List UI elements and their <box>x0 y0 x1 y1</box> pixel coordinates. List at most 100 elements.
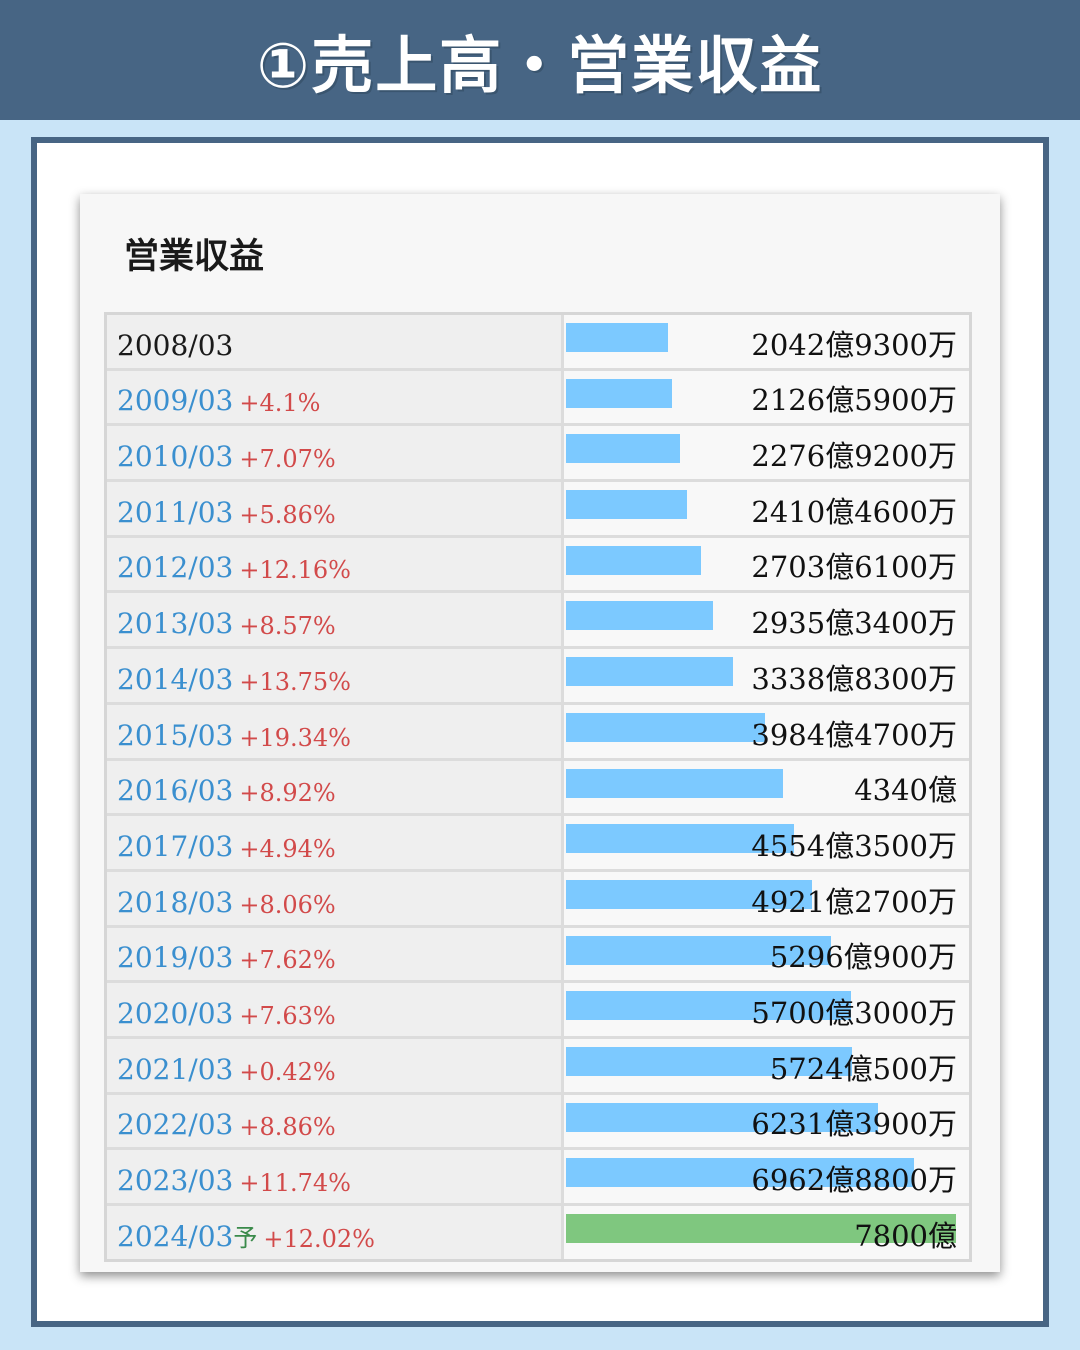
revenue-bar <box>566 545 702 575</box>
period-cell: 2014/03 +13.75% <box>107 649 564 702</box>
growth-rate: +0.42% <box>239 1057 336 1086</box>
period-cell: 2013/03 +8.57% <box>107 593 564 647</box>
period-label: 2008/03 <box>117 328 234 362</box>
growth-rate: +4.94% <box>239 834 336 863</box>
revenue-bar <box>566 378 673 408</box>
period-label[interactable]: 2021/03 <box>117 1052 234 1086</box>
table-row: 2015/03 +19.34% 3984億4700万 <box>107 704 969 761</box>
bar-cell: 4340億 <box>564 760 969 814</box>
value-label: 5700億3000万 <box>751 995 957 1030</box>
period-label[interactable]: 2017/03 <box>117 829 234 863</box>
bar-cell: 6962億8800万 <box>564 1150 969 1203</box>
period-cell: 2012/03 +12.16% <box>107 537 564 591</box>
header-title: ①売上高・営業収益 <box>256 29 824 102</box>
revenue-bar <box>566 1046 853 1076</box>
period-cell: 2020/03 +7.63% <box>107 983 564 1036</box>
period-cell: 2018/03 +8.06% <box>107 871 564 925</box>
page-header: ①売上高・営業収益 <box>0 0 1080 120</box>
forecast-mark: 予 <box>233 1223 258 1252</box>
table-row: 2019/03 +7.62% 5296億900万 <box>107 927 969 984</box>
period-label[interactable]: 2018/03 <box>117 885 234 919</box>
growth-rate: +12.02% <box>263 1224 375 1253</box>
bar-cell: 2935億3400万 <box>564 593 969 647</box>
table-row: 2022/03 +8.86% 6231億3900万 <box>107 1094 969 1151</box>
revenue-bar <box>566 991 851 1021</box>
revenue-bar <box>566 879 813 909</box>
revenue-bar <box>566 768 783 798</box>
period-label[interactable]: 2011/03 <box>117 495 234 529</box>
period-cell: 2008/03 <box>107 315 564 368</box>
bar-cell: 7800億 <box>564 1206 969 1259</box>
period-label[interactable]: 2022/03 <box>117 1108 234 1142</box>
growth-rate: +8.86% <box>239 1113 336 1142</box>
table-row: 2018/03 +8.06% 4921億2700万 <box>107 871 969 928</box>
value-label: 4921億2700万 <box>751 884 957 919</box>
value-label: 2703億6100万 <box>751 550 957 585</box>
growth-rate: +19.34% <box>239 723 351 752</box>
value-label: 4340億 <box>854 773 957 808</box>
growth-rate: +7.07% <box>239 445 336 474</box>
period-label[interactable]: 2015/03 <box>117 718 234 752</box>
growth-rate: +11.74% <box>239 1169 351 1197</box>
table-row: 2020/03 +7.63% 5700億3000万 <box>107 983 969 1039</box>
period-cell: 2010/03 +7.07% <box>107 426 564 480</box>
growth-rate: +4.1% <box>239 389 321 418</box>
value-label: 2126億5900万 <box>751 383 957 418</box>
forecast-bar <box>566 1214 956 1243</box>
period-label[interactable]: 2009/03 <box>117 384 234 418</box>
revenue-bar <box>566 601 713 631</box>
period-cell: 2017/03 +4.94% <box>107 816 564 869</box>
table-row: 2012/03 +12.16% 2703億6100万 <box>107 537 969 594</box>
table-row: 2023/03 +11.74% 6962億8800万 <box>107 1150 969 1206</box>
growth-rate: +13.75% <box>239 667 351 696</box>
period-cell: 2011/03 +5.86% <box>107 482 564 535</box>
table-row: 2009/03 +4.1% 2126億5900万 <box>107 370 969 427</box>
revenue-table: 2008/03 2042億9300万 2009/03 +4.1% 2126億5900万 2… <box>104 312 972 1262</box>
bar-cell: 2276億9200万 <box>564 426 969 480</box>
period-cell: 2022/03 +8.86% <box>107 1094 564 1148</box>
revenue-bar <box>566 824 794 854</box>
bar-cell: 2126億5900万 <box>564 370 969 424</box>
card-title: 営業収益 <box>124 236 265 277</box>
revenue-card: 営業収益 2008/03 2042億9300万 2009/03 +4.1% 2126億5… <box>80 194 1000 1272</box>
growth-rate: +5.86% <box>239 500 336 529</box>
bar-cell: 5700億3000万 <box>564 983 969 1036</box>
bar-cell: 3338億8300万 <box>564 649 969 702</box>
revenue-bar <box>566 935 831 965</box>
period-label[interactable]: 2014/03 <box>117 662 234 696</box>
period-label[interactable]: 2013/03 <box>117 607 234 641</box>
period-label[interactable]: 2012/03 <box>117 551 234 585</box>
table-row: 2011/03 +5.86% 2410億4600万 <box>107 482 969 538</box>
period-label[interactable]: 2020/03 <box>117 996 234 1030</box>
value-label: 2042億9300万 <box>751 327 957 362</box>
value-label: 6962億8800万 <box>751 1163 957 1197</box>
revenue-bar <box>566 434 680 464</box>
bar-cell: 2410億4600万 <box>564 482 969 535</box>
value-label: 2410億4600万 <box>751 494 957 529</box>
value-label: 2935億3400万 <box>751 606 957 641</box>
table-row: 2017/03 +4.94% 4554億3500万 <box>107 816 969 872</box>
revenue-bar <box>566 1158 915 1188</box>
bar-cell: 6231億3900万 <box>564 1094 969 1148</box>
value-label: 3338億8300万 <box>751 661 957 696</box>
bar-cell: 2042億9300万 <box>564 315 969 368</box>
value-label: 7800億 <box>854 1218 957 1253</box>
growth-rate: +12.16% <box>239 556 351 585</box>
bar-cell: 5724億500万 <box>564 1038 969 1092</box>
growth-rate: +8.57% <box>239 612 336 641</box>
growth-rate: +8.92% <box>239 779 336 808</box>
table-row: 2021/03 +0.42% 5724億500万 <box>107 1038 969 1095</box>
period-label[interactable]: 2010/03 <box>117 440 234 474</box>
growth-rate: +7.63% <box>239 1001 336 1030</box>
value-label: 5296億900万 <box>769 940 957 975</box>
period-label[interactable]: 2023/03 <box>117 1164 234 1197</box>
value-label: 3984億4700万 <box>751 717 957 752</box>
growth-rate: +8.06% <box>239 890 336 919</box>
period-label[interactable]: 2024/03 <box>117 1219 234 1253</box>
bar-cell: 5296億900万 <box>564 927 969 981</box>
table-row: 2008/03 2042億9300万 <box>107 315 969 371</box>
table-row: 2024/03 予 +12.02% 7800億 <box>107 1206 969 1259</box>
period-label[interactable]: 2019/03 <box>117 941 234 975</box>
period-label[interactable]: 2016/03 <box>117 774 234 808</box>
period-cell: 2021/03 +0.42% <box>107 1038 564 1092</box>
